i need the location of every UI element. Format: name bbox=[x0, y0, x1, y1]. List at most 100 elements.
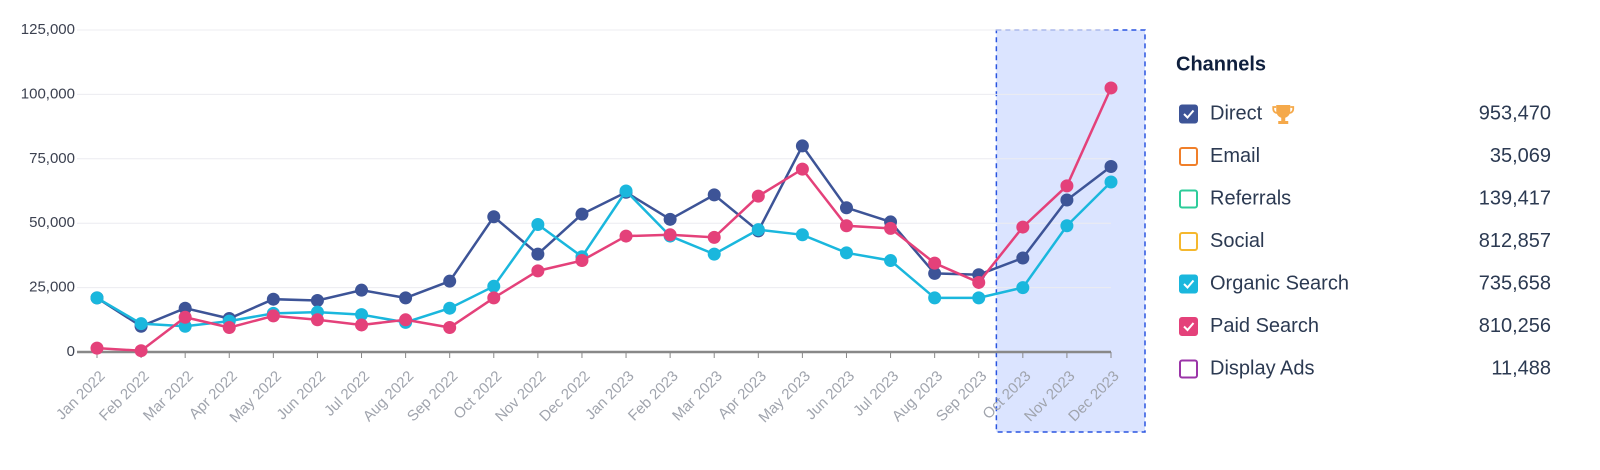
data-point bbox=[795, 139, 809, 153]
x-tick-label: Jun 2023 bbox=[802, 368, 858, 424]
legend-checkbox bbox=[1179, 147, 1198, 166]
legend-checkbox bbox=[1179, 359, 1198, 379]
y-tick-label: 75,000 bbox=[29, 150, 75, 167]
legend-total: 735,658 bbox=[1479, 272, 1551, 294]
data-point bbox=[707, 188, 721, 202]
legend-total: 812,857 bbox=[1479, 230, 1551, 252]
data-point bbox=[310, 293, 324, 307]
data-point bbox=[134, 317, 148, 331]
legend-checkbox bbox=[1179, 189, 1198, 209]
data-point bbox=[839, 219, 853, 233]
legend-label: Referrals bbox=[1210, 187, 1291, 209]
y-tick-label: 50,000 bbox=[29, 214, 75, 231]
legend-label: Direct bbox=[1210, 102, 1263, 124]
data-point bbox=[1060, 193, 1074, 207]
data-point bbox=[575, 207, 589, 221]
data-point bbox=[928, 256, 942, 270]
data-point bbox=[178, 310, 192, 324]
data-point bbox=[1060, 219, 1074, 233]
series-line bbox=[96, 181, 1112, 328]
data-point bbox=[972, 291, 986, 305]
data-point bbox=[443, 274, 457, 288]
data-point bbox=[487, 210, 501, 224]
data-point bbox=[928, 266, 942, 280]
trophy-cup bbox=[1276, 105, 1291, 118]
legend-checkbox bbox=[1179, 317, 1198, 336]
trophy-icon bbox=[1272, 105, 1295, 124]
checkmark bbox=[1183, 109, 1195, 119]
data-point bbox=[1060, 179, 1074, 193]
data-point bbox=[839, 246, 853, 260]
data-point bbox=[443, 301, 457, 315]
trophy-base bbox=[1281, 117, 1286, 121]
legend-label: Display Ads bbox=[1210, 357, 1315, 379]
data-point bbox=[487, 279, 501, 293]
data-point bbox=[795, 228, 809, 242]
data-point bbox=[90, 291, 104, 305]
legend-checkbox bbox=[1179, 274, 1198, 294]
series-line bbox=[96, 87, 1113, 352]
y-tick-label: 100,000 bbox=[21, 85, 75, 102]
legend-label: Social bbox=[1210, 230, 1264, 252]
data-point bbox=[355, 318, 369, 332]
data-point bbox=[355, 308, 369, 322]
data-point bbox=[355, 283, 369, 297]
data-point bbox=[575, 254, 589, 268]
y-tick-label: 125,000 bbox=[21, 21, 75, 38]
legend-checkbox bbox=[1179, 232, 1198, 251]
data-point bbox=[178, 319, 192, 333]
data-point bbox=[222, 321, 236, 335]
legend-total: 139,417 bbox=[1479, 187, 1551, 209]
data-point bbox=[707, 247, 721, 261]
legend-title: Channels bbox=[1176, 53, 1266, 75]
checkmark bbox=[1183, 279, 1195, 289]
data-point bbox=[663, 212, 677, 226]
data-point bbox=[1104, 81, 1118, 95]
data-point bbox=[531, 264, 545, 278]
data-point bbox=[487, 291, 501, 305]
legend-total: 35,069 bbox=[1490, 145, 1551, 167]
x-tick-label: Jun 2022 bbox=[273, 368, 329, 424]
data-point bbox=[1104, 175, 1118, 189]
legend-checkbox bbox=[1179, 104, 1198, 124]
data-point bbox=[1016, 281, 1030, 295]
data-point bbox=[1016, 220, 1030, 234]
legend-total: 810,256 bbox=[1479, 315, 1551, 337]
checkmark bbox=[1183, 322, 1195, 332]
legend-label: Email bbox=[1210, 145, 1260, 167]
data-point bbox=[884, 254, 898, 268]
data-point bbox=[443, 321, 457, 335]
data-point bbox=[972, 275, 986, 289]
data-point bbox=[839, 201, 853, 215]
data-point bbox=[178, 301, 192, 315]
y-tick-label: 25,000 bbox=[29, 279, 75, 296]
trophy-foot bbox=[1278, 121, 1289, 124]
data-point bbox=[663, 228, 677, 242]
data-point bbox=[399, 291, 413, 305]
data-point bbox=[531, 247, 545, 261]
data-point bbox=[266, 309, 280, 323]
data-point bbox=[619, 229, 633, 243]
legend-total: 11,488 bbox=[1491, 357, 1551, 379]
data-point bbox=[751, 189, 765, 203]
data-point bbox=[707, 230, 721, 244]
data-point bbox=[531, 217, 545, 231]
data-point bbox=[1016, 251, 1030, 265]
legend-total: 953,470 bbox=[1479, 102, 1551, 124]
legend-label: Organic Search bbox=[1210, 272, 1349, 294]
data-point bbox=[884, 221, 898, 235]
data-point bbox=[399, 313, 413, 327]
data-point bbox=[134, 344, 148, 358]
data-point bbox=[795, 162, 809, 176]
data-point bbox=[90, 341, 104, 355]
data-point bbox=[751, 223, 765, 237]
data-point bbox=[1104, 160, 1118, 174]
y-tick-label: 0 bbox=[67, 343, 75, 360]
data-point bbox=[619, 184, 633, 198]
trophy-handles bbox=[1272, 106, 1295, 114]
data-point bbox=[310, 313, 324, 327]
legend-label: Paid Search bbox=[1210, 315, 1319, 337]
data-point bbox=[928, 291, 942, 305]
